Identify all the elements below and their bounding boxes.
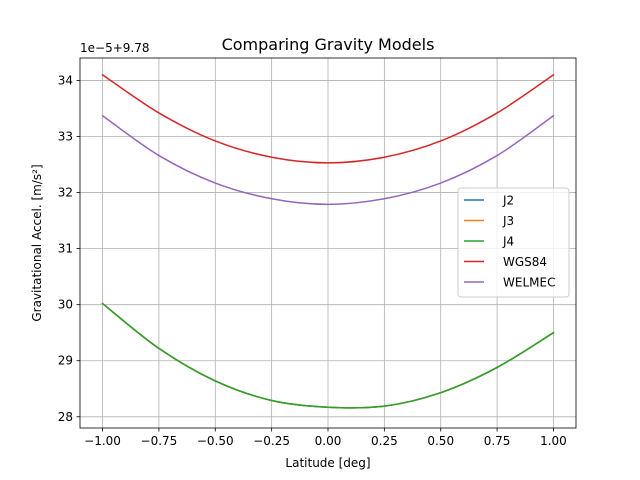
x-tick-label: −0.50 (197, 434, 234, 448)
legend-label: WELMEC (503, 276, 555, 290)
legend-label: J4 (502, 235, 514, 249)
y-tick-label: 31 (58, 242, 73, 256)
y-tick-label: 33 (58, 129, 73, 143)
chart-title: Comparing Gravity Models (222, 35, 435, 54)
legend-label: J2 (502, 194, 514, 208)
series-lines (101, 73, 555, 409)
x-tick-label: −1.00 (84, 434, 121, 448)
y-axis-ticks: 28 29 30 31 32 33 34 (58, 73, 80, 424)
y-tick-label: 34 (58, 73, 73, 87)
x-tick-label: 0.75 (484, 434, 511, 448)
y-tick-label: 30 (58, 298, 73, 312)
series-line-wgs84 (101, 73, 555, 164)
y-axis-label: Gravitational Accel. [m/s²] (30, 164, 44, 321)
series-line-j4 (101, 302, 555, 409)
y-tick-label: 32 (58, 186, 73, 200)
x-tick-label: 0.00 (315, 434, 342, 448)
x-tick-label: −0.25 (253, 434, 290, 448)
series-line-welmec (101, 114, 555, 206)
x-tick-label: 0.50 (427, 434, 454, 448)
x-tick-label: 0.25 (371, 434, 398, 448)
legend: J2 J3 J4 WGS84 WELMEC (457, 187, 570, 298)
y-tick-label: 28 (58, 410, 73, 424)
x-axis-label: Latitude [deg] (285, 456, 370, 470)
legend-box (457, 187, 570, 298)
legend-label: WGS84 (503, 255, 547, 269)
legend-label: J3 (502, 214, 514, 228)
y-offset-label: 1e−5+9.78 (80, 41, 149, 55)
x-tick-label: −0.75 (141, 434, 178, 448)
x-axis-ticks: −1.00 −0.75 −0.50 −0.25 0.00 0.25 0.50 0.75 1.00 (84, 428, 567, 448)
grid (80, 58, 576, 428)
y-tick-label: 29 (58, 354, 73, 368)
x-tick-label: 1.00 (540, 434, 567, 448)
